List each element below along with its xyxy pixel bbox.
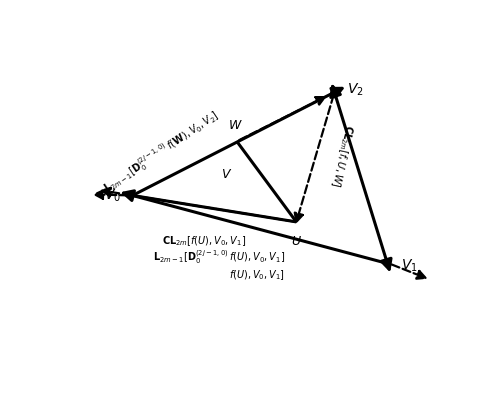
Text: $W$: $W$: [228, 119, 242, 132]
Text: $V$: $V$: [221, 168, 232, 180]
Text: $U$: $U$: [291, 235, 302, 248]
Text: $\mathbf{L}_{2m-1}[\mathbf{D}_0^{(2j-1,0)}\,f(U),V_0,V_1]$: $\mathbf{L}_{2m-1}[\mathbf{D}_0^{(2j-1,0…: [153, 248, 285, 266]
Text: $V_1$: $V_1$: [401, 258, 417, 274]
Text: $\mathbf{CL}_{2m}[f,U,W]$: $\mathbf{CL}_{2m}[f,U,W]$: [328, 123, 355, 188]
Text: $f(U),V_0,V_1]$: $f(U),V_0,V_1]$: [229, 268, 285, 282]
Text: $\mathbf{L}_{2m-1}[\mathbf{D}_0^{(2j-1,0)}\,f(\mathbf{W}),V_0,V_2]$: $\mathbf{L}_{2m-1}[\mathbf{D}_0^{(2j-1,0…: [100, 106, 222, 197]
Text: $V_2$: $V_2$: [347, 82, 364, 98]
Text: $V_0$: $V_0$: [104, 187, 121, 204]
Text: $\mathbf{CL}_{2m}[f(U),V_0,V_1]$: $\mathbf{CL}_{2m}[f(U),V_0,V_1]$: [161, 234, 246, 248]
